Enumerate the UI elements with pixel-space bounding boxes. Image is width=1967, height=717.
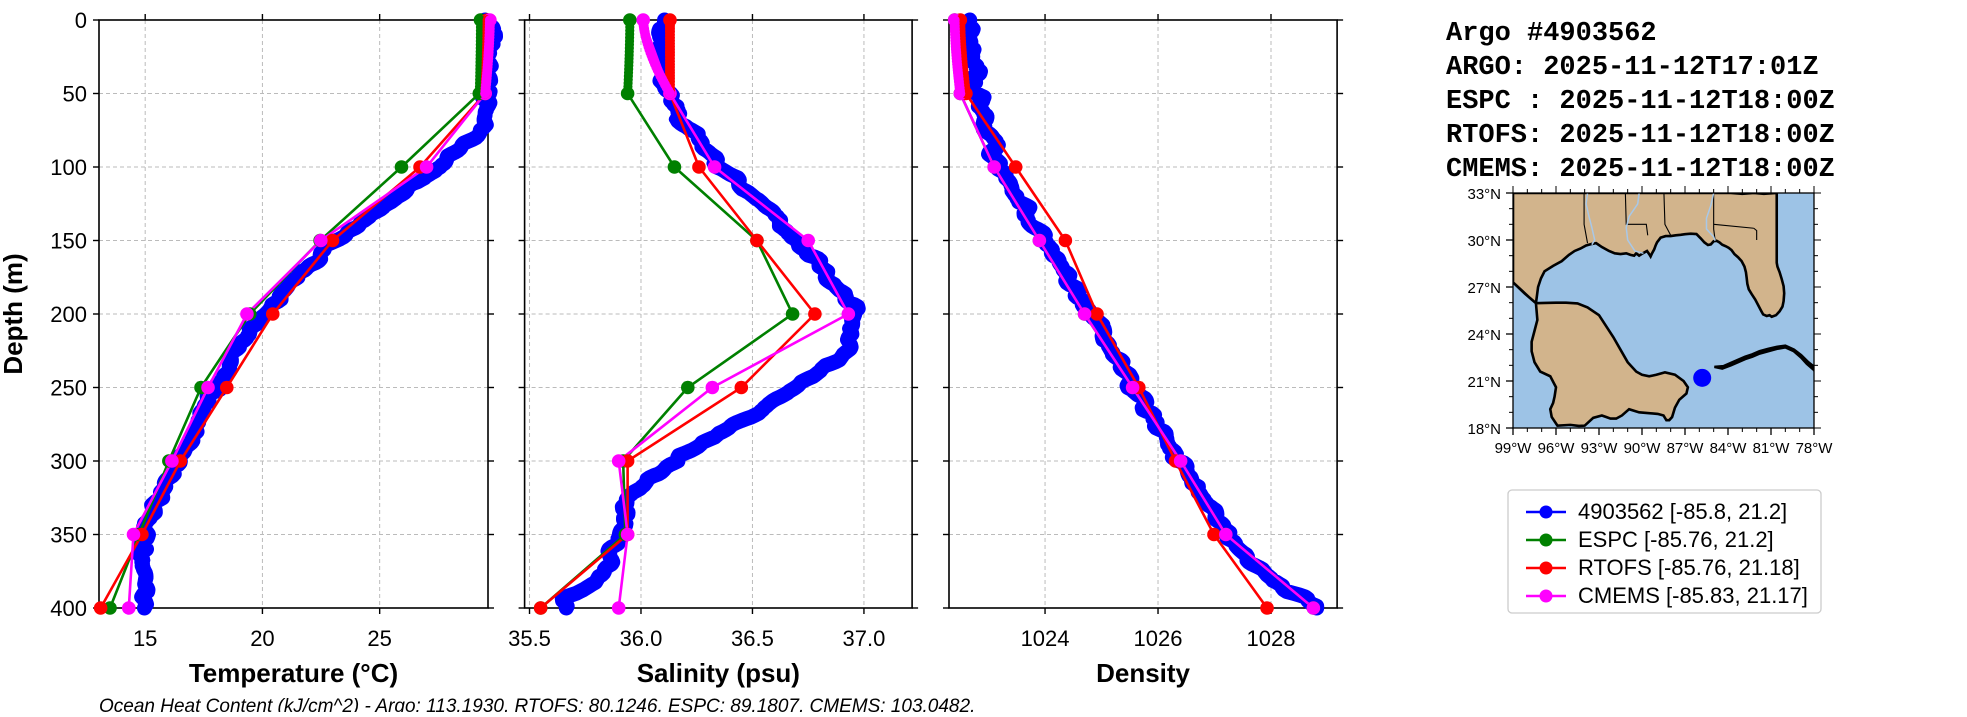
- svg-text:250: 250: [50, 376, 87, 401]
- svg-text:ARGO: 2025-11-12T17:01Z: ARGO: 2025-11-12T17:01Z: [1446, 53, 1819, 83]
- svg-text:350: 350: [50, 523, 87, 548]
- svg-text:RTOFS: 2025-11-12T18:00Z: RTOFS: 2025-11-12T18:00Z: [1446, 121, 1835, 151]
- svg-text:18°N: 18°N: [1467, 421, 1501, 438]
- svg-text:20: 20: [250, 626, 274, 651]
- svg-text:CMEMS: 2025-11-12T18:00Z: CMEMS: 2025-11-12T18:00Z: [1446, 155, 1835, 185]
- svg-text:Depth (m): Depth (m): [0, 253, 28, 374]
- svg-text:15: 15: [133, 626, 157, 651]
- svg-text:200: 200: [50, 302, 87, 327]
- svg-text:150: 150: [50, 229, 87, 254]
- svg-text:27°N: 27°N: [1467, 280, 1501, 297]
- svg-text:0: 0: [75, 8, 87, 33]
- svg-text:Ocean Heat Content (kJ/cm^2) -: Ocean Heat Content (kJ/cm^2) - Argo: 113…: [99, 696, 975, 712]
- svg-text:ESPC [-85.76, 21.2]: ESPC [-85.76, 21.2]: [1578, 527, 1774, 552]
- svg-text:81°W: 81°W: [1753, 440, 1791, 457]
- svg-text:36.0: 36.0: [620, 626, 663, 651]
- svg-text:37.0: 37.0: [843, 626, 886, 651]
- svg-text:300: 300: [50, 449, 87, 474]
- svg-text:1028: 1028: [1247, 626, 1296, 651]
- svg-text:30°N: 30°N: [1467, 233, 1501, 250]
- svg-text:ESPC : 2025-11-12T18:00Z: ESPC : 2025-11-12T18:00Z: [1446, 87, 1835, 117]
- svg-text:Salinity (psu): Salinity (psu): [637, 658, 800, 688]
- svg-text:33°N: 33°N: [1467, 186, 1501, 203]
- svg-text:87°W: 87°W: [1667, 440, 1705, 457]
- svg-text:84°W: 84°W: [1710, 440, 1748, 457]
- svg-text:1026: 1026: [1134, 626, 1183, 651]
- svg-text:96°W: 96°W: [1538, 440, 1576, 457]
- svg-text:Temperature (°C): Temperature (°C): [189, 658, 398, 688]
- svg-text:99°W: 99°W: [1495, 440, 1533, 457]
- svg-text:4903562 [-85.8, 21.2]: 4903562 [-85.8, 21.2]: [1578, 499, 1787, 524]
- svg-text:RTOFS [-85.76, 21.18]: RTOFS [-85.76, 21.18]: [1578, 555, 1800, 580]
- svg-text:Density: Density: [1096, 658, 1190, 688]
- svg-text:1024: 1024: [1021, 626, 1070, 651]
- svg-text:36.5: 36.5: [731, 626, 774, 651]
- svg-text:90°W: 90°W: [1624, 440, 1662, 457]
- svg-text:35.5: 35.5: [508, 626, 551, 651]
- svg-text:50: 50: [63, 82, 87, 107]
- svg-text:100: 100: [50, 155, 87, 180]
- svg-text:400: 400: [50, 596, 87, 621]
- svg-text:25: 25: [367, 626, 391, 651]
- svg-text:24°N: 24°N: [1467, 327, 1501, 344]
- svg-text:Argo #4903562: Argo #4903562: [1446, 19, 1657, 49]
- svg-text:93°W: 93°W: [1581, 440, 1619, 457]
- svg-text:CMEMS [-85.83, 21.17]: CMEMS [-85.83, 21.17]: [1578, 583, 1808, 608]
- svg-text:78°W: 78°W: [1796, 440, 1834, 457]
- svg-text:21°N: 21°N: [1467, 374, 1501, 391]
